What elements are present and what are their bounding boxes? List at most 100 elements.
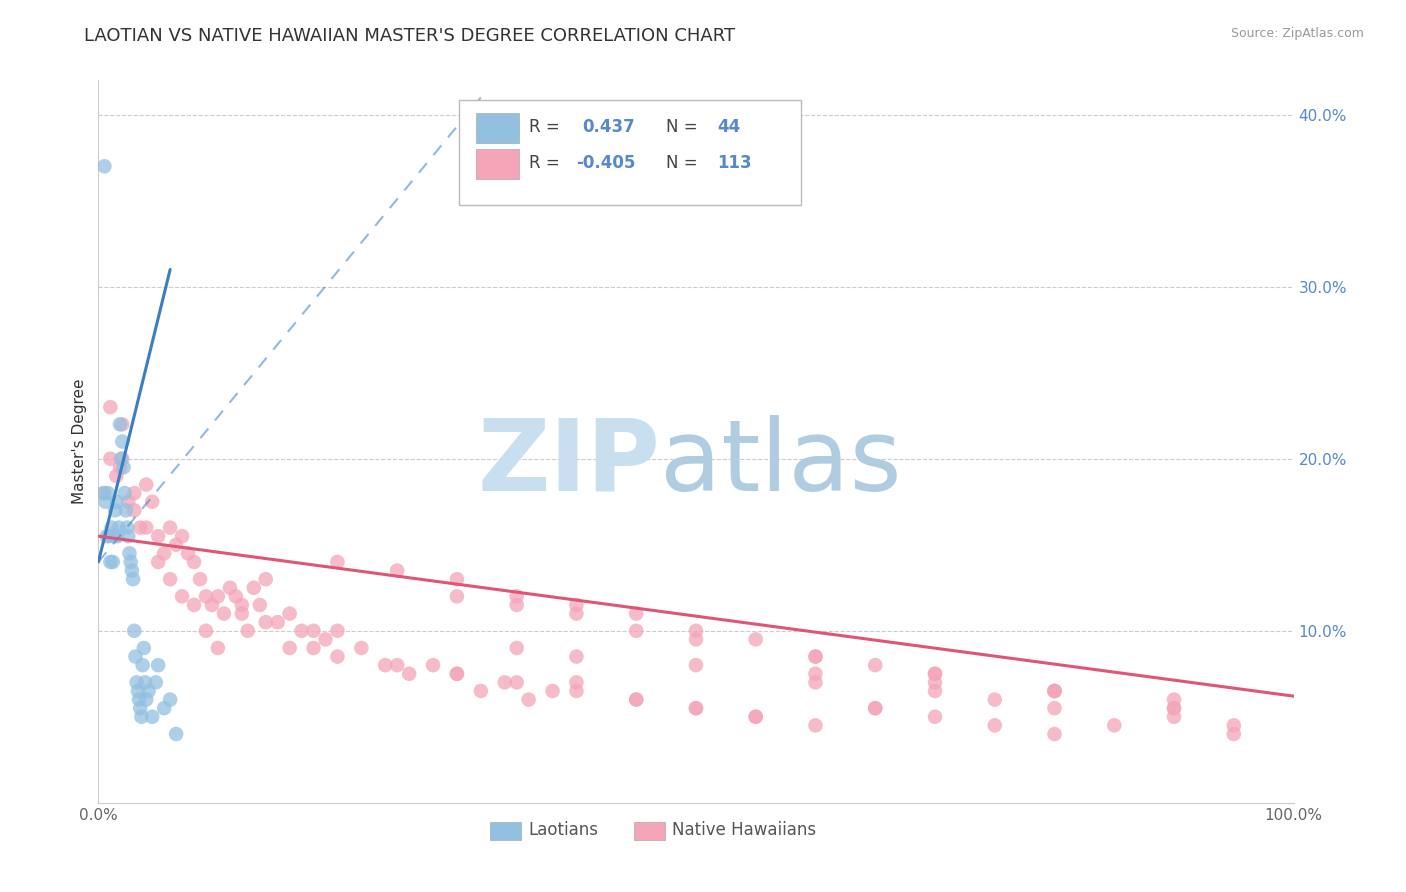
Point xyxy=(924,710,946,724)
Point xyxy=(626,624,648,638)
Text: N =: N = xyxy=(666,154,697,172)
Point xyxy=(165,538,187,552)
Point xyxy=(278,607,301,621)
Point xyxy=(1043,727,1066,741)
Point xyxy=(804,666,827,681)
Point xyxy=(804,649,827,664)
Point xyxy=(108,460,131,475)
Point xyxy=(124,486,146,500)
Point xyxy=(685,701,707,715)
FancyBboxPatch shape xyxy=(491,822,522,840)
Point xyxy=(984,692,1007,706)
Point xyxy=(153,701,176,715)
Point xyxy=(172,529,194,543)
Point xyxy=(124,624,146,638)
Point xyxy=(122,572,145,586)
Point xyxy=(129,520,152,534)
Point xyxy=(350,640,373,655)
Point xyxy=(207,640,229,655)
Point xyxy=(141,710,163,724)
Text: Source: ZipAtlas.com: Source: ZipAtlas.com xyxy=(1230,27,1364,40)
FancyBboxPatch shape xyxy=(477,149,519,179)
Point xyxy=(924,675,946,690)
Point xyxy=(685,658,707,673)
Point xyxy=(111,434,134,449)
Point xyxy=(565,684,588,698)
Point xyxy=(145,675,167,690)
Point xyxy=(1104,718,1126,732)
Point xyxy=(93,486,115,500)
Point xyxy=(685,701,707,715)
Text: atlas: atlas xyxy=(661,415,901,512)
Point xyxy=(91,486,114,500)
Point xyxy=(183,555,205,569)
Point xyxy=(326,555,349,569)
Point xyxy=(114,486,136,500)
Point xyxy=(804,718,827,732)
Point xyxy=(165,727,187,741)
Point xyxy=(105,494,128,508)
Text: LAOTIAN VS NATIVE HAWAIIAN MASTER'S DEGREE CORRELATION CHART: LAOTIAN VS NATIVE HAWAIIAN MASTER'S DEGR… xyxy=(84,27,735,45)
Point xyxy=(148,658,170,673)
Point xyxy=(385,658,409,673)
Point xyxy=(104,503,127,517)
Point xyxy=(159,692,181,706)
Point xyxy=(745,710,768,724)
Point xyxy=(97,486,120,500)
Point xyxy=(127,684,149,698)
Point xyxy=(422,658,444,673)
Point xyxy=(315,632,337,647)
Text: R =: R = xyxy=(529,154,560,172)
Point xyxy=(374,658,396,673)
Point xyxy=(103,529,125,543)
Point xyxy=(121,564,143,578)
Point xyxy=(172,590,194,604)
Point xyxy=(446,590,468,604)
Point xyxy=(134,675,156,690)
Point xyxy=(101,555,124,569)
Point xyxy=(115,503,138,517)
FancyBboxPatch shape xyxy=(634,822,665,840)
Point xyxy=(125,675,148,690)
Point xyxy=(1043,684,1066,698)
Point xyxy=(517,692,540,706)
Point xyxy=(984,718,1007,732)
Point xyxy=(1163,710,1185,724)
Point xyxy=(243,581,266,595)
Point xyxy=(565,607,588,621)
Point xyxy=(131,710,153,724)
Point xyxy=(159,520,181,534)
Point xyxy=(138,684,160,698)
Point xyxy=(188,572,211,586)
Y-axis label: Master's Degree: Master's Degree xyxy=(72,379,87,504)
Point xyxy=(506,590,529,604)
Point xyxy=(128,692,150,706)
Point xyxy=(506,598,529,612)
Point xyxy=(254,615,277,630)
Point xyxy=(159,572,181,586)
Point xyxy=(110,451,132,466)
Point xyxy=(112,460,135,475)
Point xyxy=(212,607,235,621)
Point xyxy=(506,640,529,655)
Point xyxy=(924,666,946,681)
Point xyxy=(141,494,163,508)
Point xyxy=(326,649,349,664)
Point xyxy=(506,675,529,690)
Point xyxy=(685,632,707,647)
Point xyxy=(231,598,253,612)
Point xyxy=(494,675,516,690)
Point xyxy=(98,529,121,543)
Point xyxy=(865,701,887,715)
Point xyxy=(470,684,492,698)
Point xyxy=(626,692,648,706)
Point xyxy=(254,572,277,586)
Point xyxy=(804,649,827,664)
Point xyxy=(865,658,887,673)
Text: R =: R = xyxy=(529,119,560,136)
Point xyxy=(291,624,314,638)
Point xyxy=(131,658,153,673)
Point xyxy=(225,590,247,604)
Point xyxy=(326,624,349,638)
Point xyxy=(100,520,122,534)
